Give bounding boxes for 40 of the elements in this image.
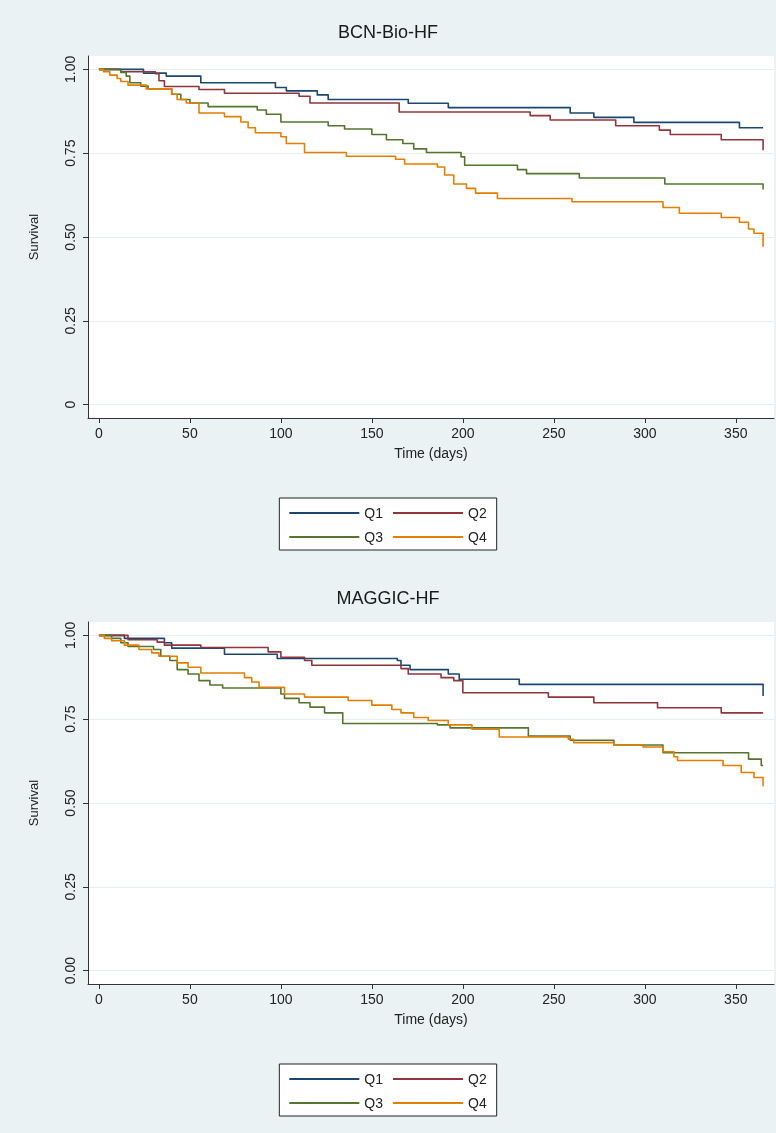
legend-label: Q1 (364, 1071, 384, 1087)
x-tick-label: 50 (182, 991, 198, 1007)
legend-label: Q2 (468, 1071, 487, 1087)
chart-title: MAGGIC-HF (336, 588, 440, 608)
x-tick-label: 350 (724, 991, 748, 1007)
x-tick-label: 350 (724, 425, 748, 441)
y-tick-label: 0.50 (62, 789, 78, 817)
x-tick-label: 150 (360, 425, 384, 441)
y-tick-label: 0.25 (62, 306, 78, 335)
legend-label: Q3 (364, 1095, 384, 1111)
x-tick-label: 0 (95, 425, 104, 441)
x-tick-label: 0 (95, 991, 104, 1007)
y-tick-label: 0.25 (62, 872, 78, 901)
legend-label: Q2 (468, 505, 487, 521)
x-tick-label: 300 (633, 425, 657, 441)
y-tick-label: 1.00 (62, 55, 78, 84)
x-tick-label: 300 (633, 991, 657, 1007)
legend-label: Q1 (364, 505, 384, 521)
y-tick-label: 0.00 (62, 956, 78, 985)
x-tick-label: 250 (542, 425, 566, 441)
legend-label: Q4 (468, 529, 487, 545)
x-tick-label: 250 (542, 991, 566, 1007)
y-axis-title: Survival (26, 779, 41, 827)
y-tick-label: 0.75 (62, 705, 78, 733)
x-tick-label: 200 (451, 425, 475, 441)
y-tick-label: 0.75 (62, 139, 78, 167)
legend-label: Q4 (468, 1095, 487, 1111)
x-tick-label: 100 (269, 991, 293, 1007)
x-tick-label: 100 (269, 425, 293, 441)
y-tick-label: 1.00 (62, 621, 78, 650)
x-tick-label: 200 (451, 991, 475, 1007)
x-axis-title: Time (days) (394, 445, 468, 461)
legend-label: Q3 (364, 529, 384, 545)
y-tick-label: 0 (62, 400, 78, 409)
x-tick-label: 150 (360, 991, 384, 1007)
y-tick-label: 0.50 (62, 223, 78, 251)
x-axis-title: Time (days) (394, 1011, 468, 1027)
x-tick-label: 50 (182, 425, 198, 441)
y-axis-title: Survival (26, 213, 41, 261)
chart-title: BCN-Bio-HF (337, 22, 439, 42)
